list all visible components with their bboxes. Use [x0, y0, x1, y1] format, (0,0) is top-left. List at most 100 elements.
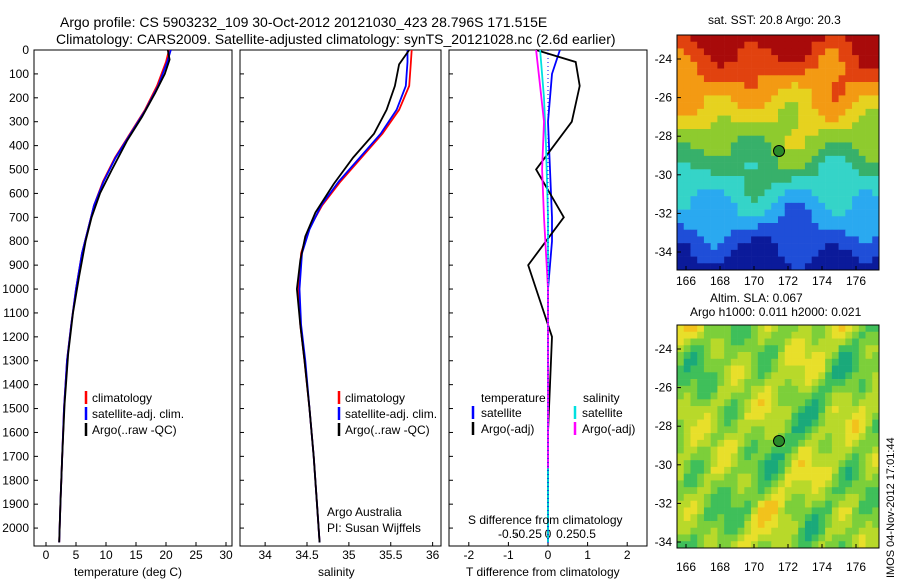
sst-cell	[784, 48, 792, 56]
sla-cell	[811, 473, 819, 481]
sla-cell	[703, 534, 711, 542]
sla-cell	[845, 385, 853, 393]
sla-cell	[724, 331, 732, 339]
sst-cell	[858, 149, 866, 157]
legend-climatology: climatology	[345, 391, 405, 405]
sla-cell	[831, 345, 839, 353]
map-x-tick-label: 176	[846, 274, 866, 288]
sst-cell	[697, 263, 705, 271]
sst-cell	[683, 263, 691, 271]
sla-cell	[784, 460, 792, 468]
sst-cell	[744, 249, 752, 257]
sst-cell	[778, 223, 786, 231]
sla-cell	[791, 520, 799, 529]
temperature-x-ticks: 0 5 10 15 20 25 30	[43, 542, 233, 562]
sla-cell	[798, 412, 806, 420]
sst-cell	[710, 176, 718, 184]
sst-cell	[757, 236, 765, 244]
sla-cell	[697, 500, 705, 508]
sla-cell	[872, 433, 880, 441]
sst-cell	[825, 68, 833, 76]
sst-cell	[677, 142, 685, 150]
sla-cell	[737, 433, 745, 441]
sla-cell	[872, 493, 880, 501]
sst-cell	[872, 135, 880, 143]
sst-cell	[697, 176, 705, 184]
sla-cell	[697, 392, 705, 400]
sla-cell	[784, 487, 792, 495]
sst-cell	[858, 115, 866, 123]
sla-cell	[771, 331, 779, 339]
sla-cell	[778, 331, 786, 339]
sla-cell	[804, 379, 812, 387]
sst-cell	[811, 135, 819, 143]
sla-cell	[757, 385, 765, 393]
sst-cell	[858, 35, 866, 43]
sst-cell	[778, 35, 786, 43]
sla-cell	[724, 412, 732, 420]
sst-cell	[831, 68, 839, 76]
sst-cell	[703, 229, 711, 237]
sst-cell	[771, 189, 779, 197]
sla-cell	[677, 385, 685, 393]
sst-cell	[703, 243, 711, 251]
sst-cell	[852, 95, 860, 103]
sst-cell	[845, 82, 853, 90]
sla-cell	[845, 338, 853, 346]
sst-cell	[865, 61, 873, 69]
sst-cell	[811, 129, 819, 137]
sst-cell	[697, 236, 705, 244]
sst-cell	[737, 122, 745, 130]
sst-cell	[852, 48, 860, 56]
sst-cell	[737, 216, 745, 224]
sst-cell	[825, 162, 833, 170]
sla-cell	[778, 507, 786, 515]
sla-cell	[717, 493, 725, 501]
sst-cell	[717, 236, 725, 244]
sla-cell	[764, 419, 772, 427]
sst-cell	[757, 223, 765, 231]
sst-cell	[858, 82, 866, 90]
sst-cell	[764, 162, 772, 170]
x-tick-label: 0	[43, 548, 50, 562]
sla-cell	[865, 392, 873, 400]
sst-cell	[717, 129, 725, 137]
sla-cell	[751, 426, 759, 434]
sst-cell	[778, 182, 786, 190]
sla-cell	[683, 534, 691, 542]
sla-cell	[865, 480, 873, 488]
sst-cell	[831, 263, 839, 271]
sla-cell	[872, 345, 880, 353]
sst-cell	[858, 243, 866, 251]
sla-cell	[710, 372, 718, 380]
sst-cell	[818, 35, 826, 43]
sla-cell	[771, 433, 779, 441]
sst-cell	[744, 102, 752, 110]
sst-cell	[710, 68, 718, 76]
sst-cell	[852, 82, 860, 90]
sla-cell	[798, 379, 806, 387]
sla-cell	[730, 433, 738, 441]
sla-cell	[818, 520, 826, 529]
sst-cell	[778, 243, 786, 251]
series-line-climatology	[297, 49, 413, 543]
sst-cell	[703, 209, 711, 217]
sst-cell	[831, 35, 839, 43]
sst-cell	[798, 256, 806, 264]
sst-cell	[710, 229, 718, 237]
sla-cell	[804, 446, 812, 454]
sla-cell	[697, 534, 705, 542]
sst-cell	[804, 176, 812, 184]
sla-cell	[717, 460, 725, 468]
sla-cell	[717, 520, 725, 529]
sst-cell	[677, 182, 685, 190]
sla-cell	[865, 460, 873, 468]
sla-cell	[804, 507, 812, 515]
sst-cell	[697, 108, 705, 116]
map-y-tick-label: -26	[655, 91, 673, 105]
sla-cell	[751, 460, 759, 468]
sla-cell	[825, 460, 833, 468]
sla-cell	[737, 527, 745, 535]
sst-cell	[865, 115, 873, 123]
sla-cell	[764, 331, 772, 339]
